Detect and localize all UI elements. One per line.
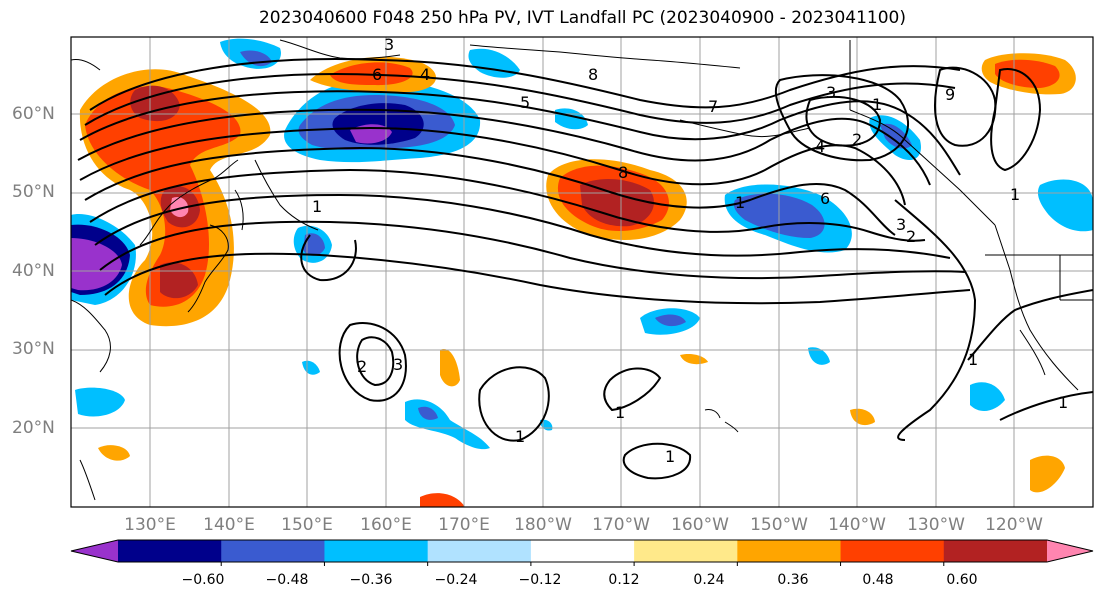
colorbar-tick-label: 0.36: [777, 572, 809, 588]
colorbar-tick-label: −0.36: [349, 572, 393, 588]
colorbar-tick-label: −0.48: [265, 572, 309, 588]
lon-label: 170°E: [438, 515, 490, 535]
colorbar-outline: [70, 539, 1094, 563]
colorbar-tick-label: −0.60: [181, 572, 225, 588]
lon-label: 130°W: [907, 515, 965, 535]
colorbar-tick-label: −0.12: [518, 572, 562, 588]
contour-label: 1: [1058, 393, 1068, 412]
lon-label: 140°W: [828, 515, 886, 535]
lat-label: 60°N: [12, 104, 55, 124]
contour-labels: 3 4 6 5 8 7 3 1 2 4 6 3 2 9 8 1 1 2 3 1 …: [312, 35, 1068, 466]
contour-label: 6: [820, 189, 830, 208]
contour-label: 1: [1010, 185, 1020, 204]
contour-label: 7: [708, 97, 718, 116]
colorbar-segment: [943, 540, 1048, 562]
contour-label: 8: [588, 65, 598, 84]
lat-label: 40°N: [12, 261, 55, 281]
lat-label: 50°N: [12, 182, 55, 202]
contour-label: 4: [420, 65, 430, 84]
lon-label: 170°W: [592, 515, 650, 535]
lat-label: 30°N: [12, 339, 55, 359]
colorbar-segment: [221, 540, 325, 562]
contour-label: 1: [735, 193, 745, 212]
colorbar-segment: [324, 540, 429, 562]
lon-label: 120°W: [985, 515, 1043, 535]
colorbar-tick-label: −0.24: [434, 572, 478, 588]
colorbar-segment: [840, 540, 945, 562]
lon-label: 150°E: [281, 515, 333, 535]
contour-label: 3: [826, 83, 836, 102]
colorbar-extend-max: [1047, 540, 1093, 562]
lon-label: 180°W: [514, 515, 572, 535]
contour-label: 3: [384, 35, 394, 54]
coastlines: [71, 39, 1093, 501]
colorbar-segment: [530, 540, 635, 562]
contour-label: 5: [520, 93, 530, 112]
colorbar-tick-label: 0.60: [946, 572, 978, 588]
colorbar: [70, 539, 1094, 566]
contour-label: 6: [372, 65, 382, 84]
lon-label: 140°E: [203, 515, 255, 535]
contour-label: 1: [615, 403, 625, 422]
lon-label: 150°W: [750, 515, 808, 535]
contour-label: 3: [896, 215, 906, 234]
contour-label: 1: [872, 95, 882, 114]
colorbar-extend-min: [71, 540, 118, 562]
lat-label: 20°N: [12, 418, 55, 438]
colorbar-segment: [118, 540, 222, 562]
colorbar-tick-label: 0.12: [608, 572, 640, 588]
lon-label: 130°E: [124, 515, 176, 535]
contour-label: 1: [312, 197, 322, 216]
contour-label: 1: [665, 447, 675, 466]
contour-label: 4: [815, 137, 825, 156]
colorbar-segment: [737, 540, 842, 562]
colorbar-tick-label: 0.48: [862, 572, 894, 588]
lon-label: 160°W: [671, 515, 729, 535]
contour-label: 2: [357, 357, 367, 376]
colorbar-segment: [427, 540, 532, 562]
ivt-contours: [77, 58, 1093, 480]
contour-label: 2: [906, 227, 916, 246]
map-title: 2023040600 F048 250 hPa PV, IVT Landfall…: [258, 8, 906, 28]
contour-label: 1: [515, 427, 525, 446]
lon-label: 160°E: [360, 515, 412, 535]
contour-label: 8: [618, 163, 628, 182]
contour-label: 3: [393, 355, 403, 374]
map-frame: [70, 36, 1094, 508]
contour-label: 2: [852, 130, 862, 149]
contour-label: 1: [968, 350, 978, 369]
colorbar-tick-label: 0.24: [693, 572, 725, 588]
colorbar-segment: [634, 540, 738, 562]
contour-label: 9: [945, 85, 955, 104]
